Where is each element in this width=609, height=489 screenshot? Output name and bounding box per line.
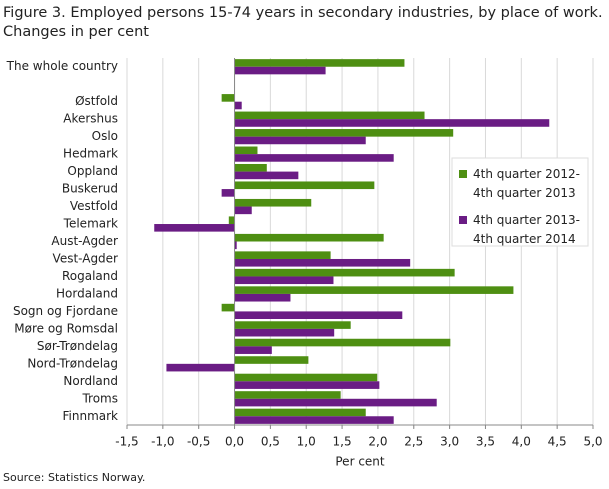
y-tick-label: Telemark: [63, 217, 118, 231]
bar: [234, 276, 334, 285]
x-tick-label: 0,5: [261, 435, 280, 449]
bar: [234, 119, 550, 127]
bar: [234, 206, 252, 215]
bar: [234, 398, 437, 407]
x-tick-label: 5,0: [583, 435, 602, 449]
bar: [234, 373, 378, 382]
bar: [234, 391, 341, 399]
y-tick-label: Troms: [81, 391, 118, 405]
bar: [234, 311, 403, 320]
bar: [234, 328, 335, 337]
bar: [234, 171, 299, 180]
x-axis-label: Per cent: [335, 455, 385, 469]
x-tick-label: 1,5: [333, 435, 352, 449]
bar: [234, 101, 242, 110]
y-tick-label: Hordaland: [56, 286, 118, 300]
y-tick-label: Østfold: [75, 94, 118, 108]
bar: [221, 189, 235, 197]
bar: [234, 146, 258, 155]
x-tick-label: 4,0: [512, 435, 531, 449]
bar: [234, 154, 394, 162]
bar: [234, 286, 514, 294]
y-tick-label: Nord-Trøndelag: [27, 356, 118, 370]
bar: [234, 59, 405, 67]
bar: [221, 303, 235, 312]
bar: [234, 241, 237, 250]
y-tick-label: Buskerud: [62, 182, 118, 196]
y-tick-label: Hedmark: [63, 147, 118, 161]
bar: [234, 356, 309, 364]
bar: [234, 408, 366, 417]
bar: [234, 129, 454, 137]
bar: [228, 216, 235, 225]
y-tick-label: Nordland: [63, 374, 118, 388]
y-tick-label: Oppland: [67, 164, 118, 178]
legend-swatch: [459, 170, 467, 178]
x-tick-label: -1,5: [115, 435, 138, 449]
x-tick-label: 0,0: [225, 435, 244, 449]
bar: [234, 338, 451, 347]
bar: [166, 363, 235, 372]
bar: [234, 136, 366, 145]
x-tick-label: 4,5: [548, 435, 567, 449]
bar: [234, 381, 380, 389]
legend-label: 4th quarter 2012-4th quarter 2013: [473, 167, 580, 200]
x-tick-label: -0,5: [187, 435, 210, 449]
x-tick-label: 2,5: [404, 435, 423, 449]
legend-box: [451, 157, 589, 247]
bar: [234, 268, 455, 277]
bar: [234, 111, 425, 120]
bar: [234, 66, 326, 75]
y-tick-label: The whole country: [6, 59, 118, 73]
x-tick-label: 1,0: [297, 435, 316, 449]
y-tick-label: Rogaland: [62, 269, 118, 283]
bar: [234, 258, 411, 267]
bar: [221, 94, 235, 102]
source: Source: Statistics Norway.: [3, 471, 146, 484]
bar: [234, 251, 331, 259]
x-tick-label: -1,0: [151, 435, 174, 449]
bar: [234, 233, 384, 242]
y-tick-label: Sør-Trøndelag: [37, 339, 118, 353]
y-tick-label: Sogn og Fjordane: [13, 304, 118, 318]
x-tick-label: 2,0: [368, 435, 387, 449]
bar: [234, 293, 291, 302]
chart-title: Figure 3. Employed persons 15-74 years i…: [3, 5, 603, 40]
bar: [234, 346, 272, 354]
bar: [234, 198, 312, 207]
bar: [234, 321, 351, 329]
y-tick-label: Vest-Agder: [53, 251, 119, 265]
legend-label: 4th quarter 2013-4th quarter 2014: [473, 213, 580, 246]
x-tick-label: 3,0: [440, 435, 459, 449]
bar: [154, 224, 235, 232]
y-tick-label: Vestfold: [70, 199, 118, 213]
bar: [234, 181, 375, 190]
y-tick-label: Aust-Agder: [51, 234, 118, 248]
y-tick-label: Møre og Romsdal: [14, 321, 118, 335]
y-tick-label: Oslo: [92, 129, 118, 143]
bar: [234, 163, 267, 172]
y-tick-label: Finnmark: [63, 409, 119, 423]
y-tick-label: Akershus: [63, 112, 118, 126]
bar: [234, 416, 394, 424]
legend-swatch: [459, 216, 467, 224]
x-tick-label: 3,5: [476, 435, 495, 449]
